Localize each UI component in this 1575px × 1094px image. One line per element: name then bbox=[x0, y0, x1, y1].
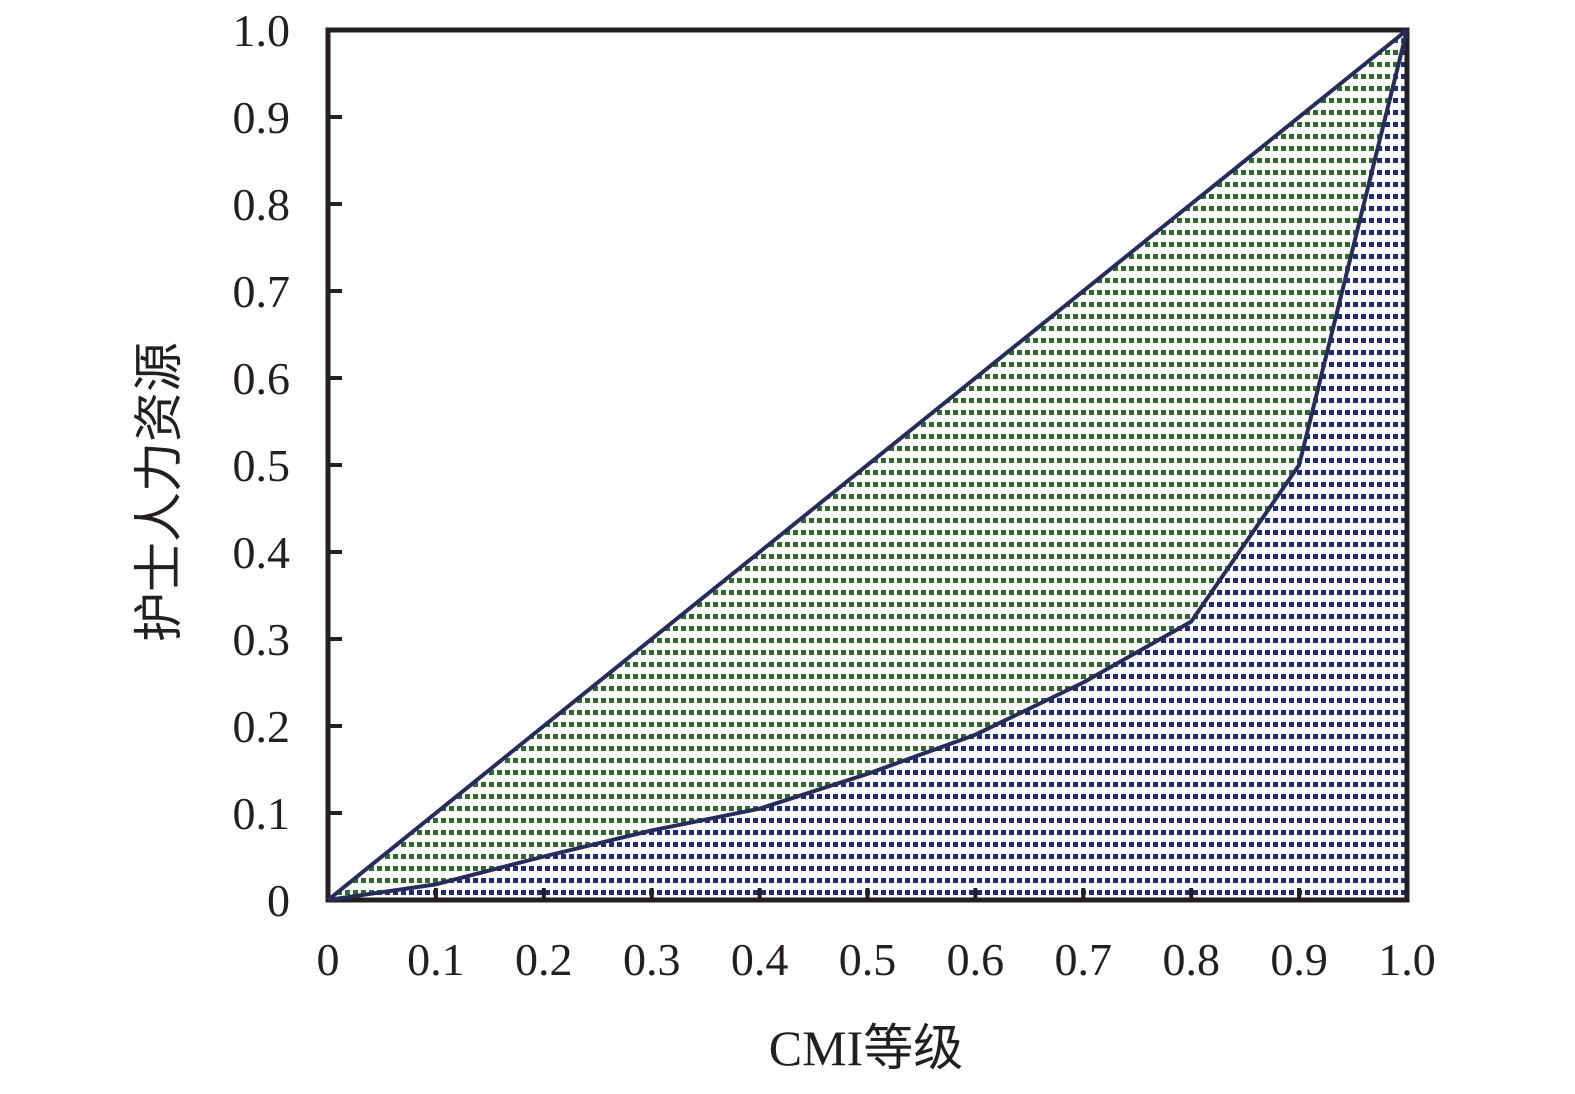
x-axis-title: CMI等级 bbox=[769, 1020, 963, 1076]
y-axis-title: 护士人力资源 bbox=[131, 342, 187, 642]
x-tick-label: 0 bbox=[317, 934, 340, 985]
y-tick-label: 0.4 bbox=[233, 527, 291, 578]
x-tick-label: 1.0 bbox=[1378, 934, 1436, 985]
series-layer bbox=[326, 28, 1409, 902]
y-tick-label: 0.2 bbox=[233, 701, 291, 752]
equality-line bbox=[326, 28, 1409, 902]
y-tick-label: 0.7 bbox=[233, 266, 291, 317]
x-tick-label: 0.2 bbox=[515, 934, 573, 985]
y-tick-label: 0.1 bbox=[233, 788, 291, 839]
y-tick-label: 0.6 bbox=[233, 353, 291, 404]
x-tick-label: 0.8 bbox=[1162, 934, 1220, 985]
x-tick-label: 0.7 bbox=[1055, 934, 1113, 985]
y-tick-label: 0.8 bbox=[233, 179, 291, 230]
x-tick-label: 0.6 bbox=[947, 934, 1005, 985]
y-tick-label: 0.5 bbox=[233, 440, 291, 491]
x-tick-label: 0.1 bbox=[407, 934, 465, 985]
x-tick-label: 0.5 bbox=[839, 934, 897, 985]
y-tick-label: 0 bbox=[267, 875, 290, 926]
y-tick-label: 0.3 bbox=[233, 614, 291, 665]
y-tick-label: 0.9 bbox=[233, 92, 291, 143]
under-curve-area-fill bbox=[328, 30, 1407, 900]
x-tick-label: 0.4 bbox=[731, 934, 789, 985]
y-tick-label: 1.0 bbox=[233, 5, 291, 56]
lorenz-curve-line bbox=[327, 29, 1409, 902]
x-tick-label: 0.3 bbox=[623, 934, 681, 985]
tick-label-layer: 0 0.1 0.2 0.3 0.4 0.5 0.6 0.7 0.8 0.9 1.0 0 0.1 0.2 0.… bbox=[233, 5, 1436, 985]
x-tick-label: 0.9 bbox=[1270, 934, 1328, 985]
